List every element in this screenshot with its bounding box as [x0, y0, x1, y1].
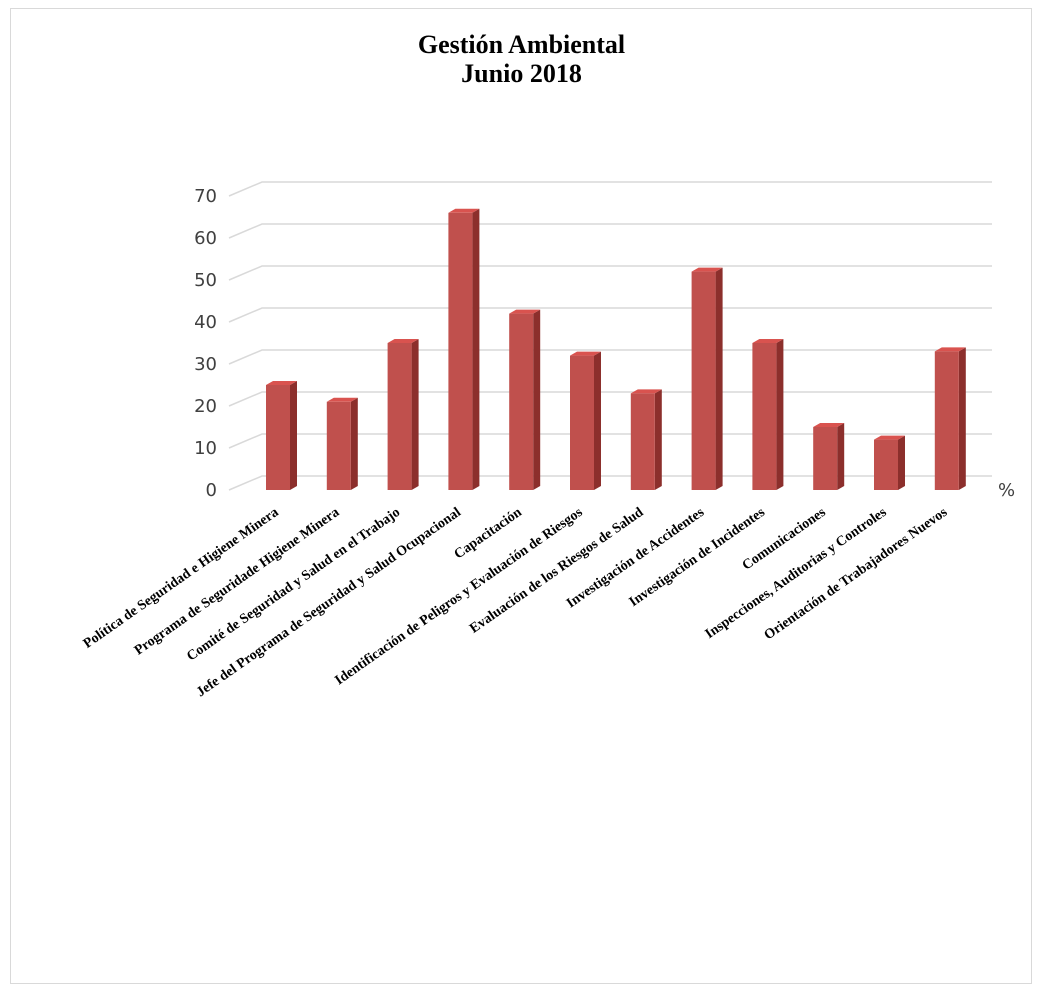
bar-front: [630, 393, 655, 490]
bar: [266, 381, 297, 490]
y-tick-label: 40: [194, 312, 217, 333]
bar-side: [290, 381, 297, 490]
chart-title-line-2: Junio 2018: [461, 59, 582, 88]
gridline-0: [228, 475, 992, 491]
gridlines: [228, 181, 992, 491]
gridline-70: [228, 181, 992, 197]
bar-top: [570, 351, 601, 356]
bar-top: [630, 389, 662, 394]
bar-front: [752, 343, 777, 490]
bar: [509, 309, 541, 490]
bar-front: [570, 355, 594, 490]
y-axis-ticks: 0 10 20 30 40 50 60 70: [194, 186, 217, 501]
bar-front: [813, 427, 838, 490]
bar-top: [509, 309, 541, 314]
x-tick-label: Comité de Seguridad y Salud en el Trabaj…: [184, 505, 403, 664]
bar-top: [691, 267, 723, 272]
unit-label: %: [998, 480, 1015, 501]
bar-top: [266, 381, 297, 385]
chart-title-line-1: Gestión Ambiental: [417, 30, 626, 59]
bar-side: [472, 208, 480, 491]
bar-side: [958, 347, 966, 490]
gridline-30: [228, 349, 992, 365]
y-tick-label: 60: [194, 228, 217, 249]
x-axis-ticks: Política de Seguridad e Higiene MineraPr…: [81, 505, 951, 701]
bar-front: [691, 271, 716, 490]
bar-side: [837, 423, 845, 490]
bar-top: [387, 339, 419, 343]
y-tick-label: 10: [194, 438, 217, 459]
bar: [630, 389, 662, 490]
bar: [448, 208, 480, 491]
bar-top: [326, 397, 358, 402]
bar-top: [752, 339, 784, 343]
gridline-10: [228, 433, 992, 449]
bar: [752, 339, 784, 490]
bar-side: [533, 309, 541, 490]
bar-front: [448, 212, 473, 491]
bar-side: [898, 435, 905, 490]
bar: [570, 351, 601, 490]
y-tick-label: 20: [194, 396, 217, 417]
bar: [691, 267, 723, 490]
gridline-50: [228, 265, 992, 281]
bar-side: [411, 339, 419, 490]
bar: [813, 423, 845, 490]
bar-side: [715, 267, 723, 490]
bar: [387, 339, 419, 490]
bar-top: [874, 435, 905, 440]
bar-side: [594, 351, 601, 490]
bar: [874, 435, 905, 490]
bar-front: [934, 351, 959, 490]
chart-title: Gestión Ambiental Junio 2018: [0, 30, 1043, 88]
y-tick-label: 0: [206, 480, 217, 501]
bar: [934, 347, 966, 490]
bar-side: [350, 397, 358, 490]
bars: [266, 208, 966, 491]
bar-front: [874, 439, 898, 490]
bar-front: [326, 401, 351, 490]
bar-top: [448, 208, 480, 213]
gridline-60: [228, 223, 992, 239]
y-tick-label: 30: [194, 354, 217, 375]
y-tick-label: 70: [194, 186, 217, 207]
bar-front: [266, 385, 290, 490]
bar-top: [934, 347, 966, 352]
bar-top: [813, 423, 845, 427]
bar-side: [776, 339, 784, 490]
gridline-20: [228, 391, 992, 407]
bar-front: [509, 313, 534, 490]
bar-front: [387, 343, 412, 490]
gridline-40: [228, 307, 992, 323]
y-tick-label: 50: [194, 270, 217, 291]
bar: [326, 397, 358, 490]
chart-frame: [10, 8, 1032, 984]
bar-side: [654, 389, 662, 490]
